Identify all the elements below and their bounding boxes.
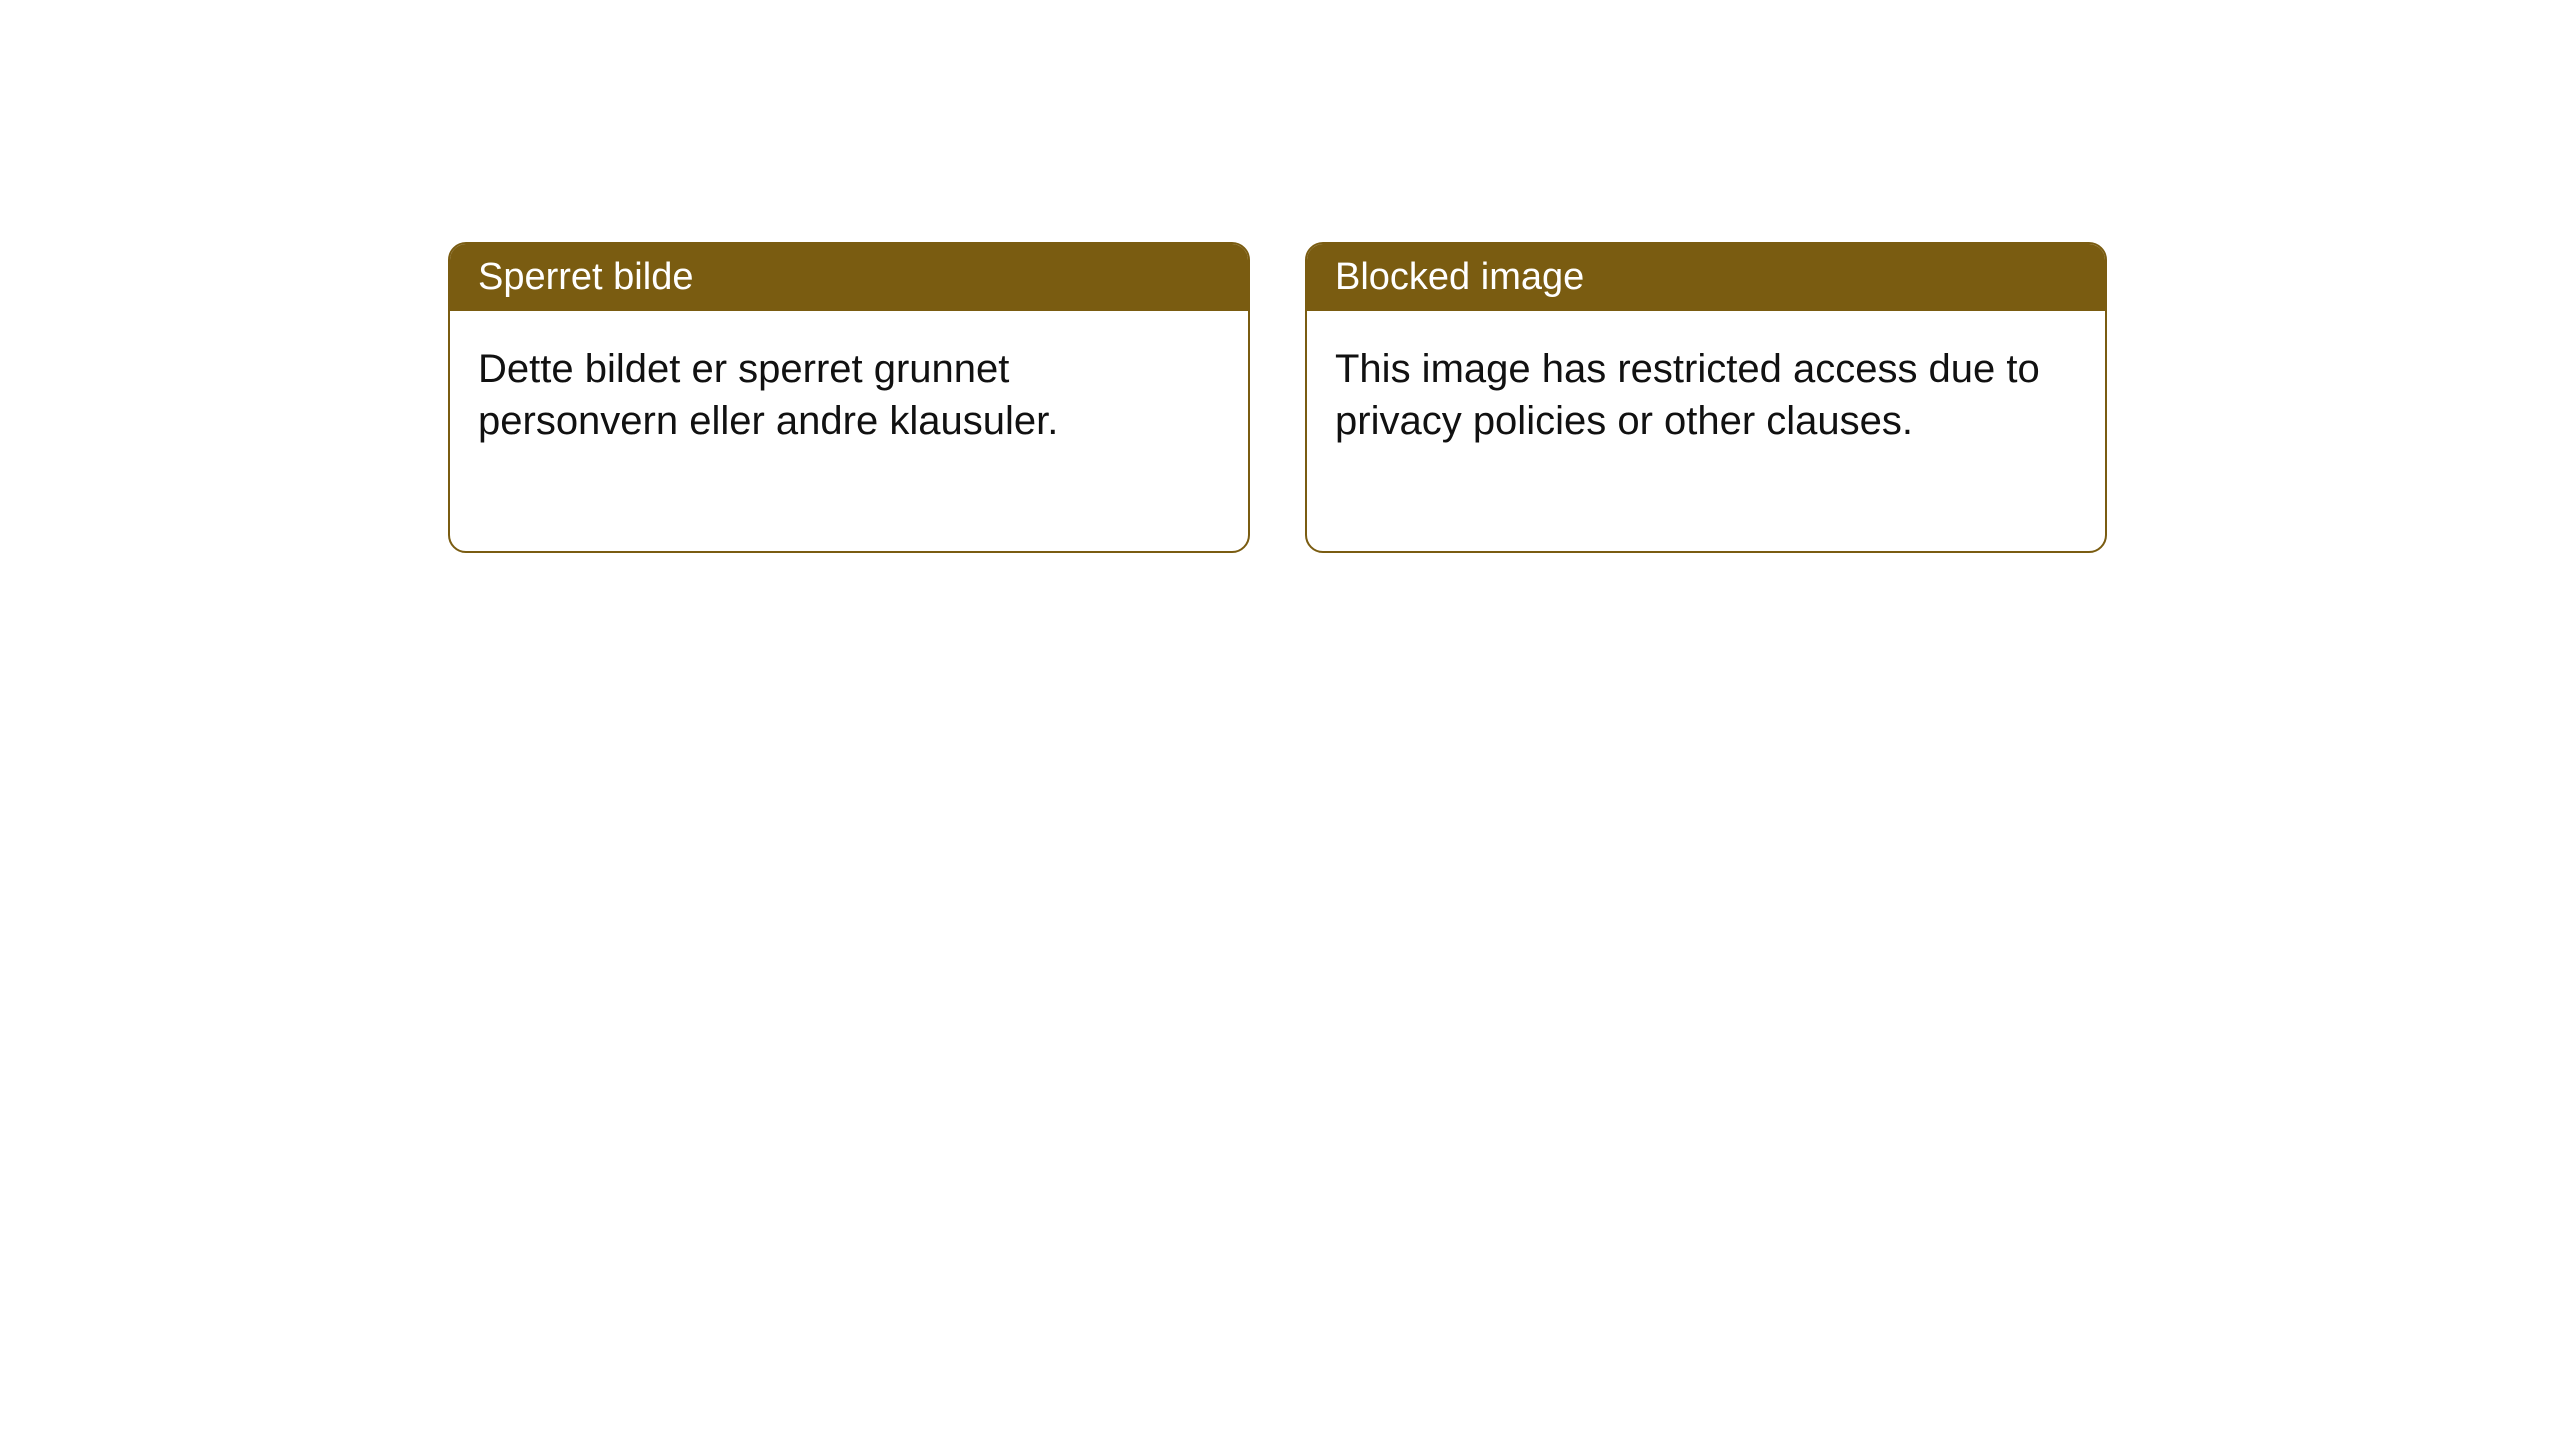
notice-message: This image has restricted access due to …	[1335, 347, 2040, 443]
notice-body: Dette bildet er sperret grunnet personve…	[450, 311, 1248, 551]
notice-card-norwegian: Sperret bilde Dette bildet er sperret gr…	[448, 242, 1250, 553]
notice-container: Sperret bilde Dette bildet er sperret gr…	[448, 242, 2107, 553]
notice-header: Sperret bilde	[450, 244, 1248, 311]
notice-title: Blocked image	[1335, 256, 1584, 298]
notice-body: This image has restricted access due to …	[1307, 311, 2105, 551]
notice-card-english: Blocked image This image has restricted …	[1305, 242, 2107, 553]
notice-header: Blocked image	[1307, 244, 2105, 311]
notice-title: Sperret bilde	[478, 256, 693, 298]
notice-message: Dette bildet er sperret grunnet personve…	[478, 347, 1058, 443]
